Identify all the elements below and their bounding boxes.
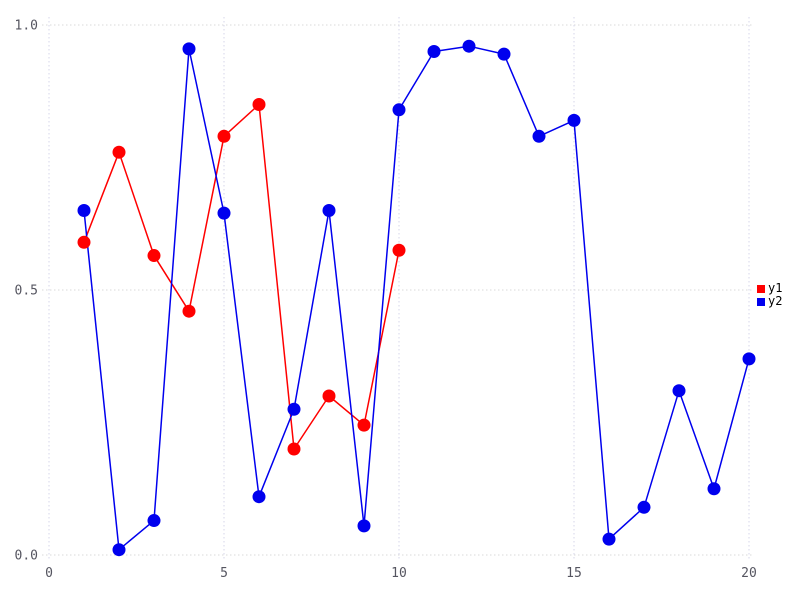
- y2-point-3: [147, 514, 161, 528]
- y1-point-5: [217, 129, 231, 143]
- y2-point-16: [602, 532, 616, 546]
- y1-point-1: [77, 235, 91, 249]
- series-line-y2: [83, 45, 750, 551]
- y2-point-10: [392, 103, 406, 117]
- y2-point-2: [112, 543, 126, 557]
- x-tick-label-0: 0: [45, 566, 53, 581]
- y1-point-2: [112, 145, 126, 159]
- y-tick-label-2: 1.0: [15, 19, 38, 34]
- x-tick-label-1: 5: [220, 566, 228, 581]
- series-line-y1: [83, 103, 400, 450]
- y2-point-7: [287, 402, 301, 416]
- y2-point-14: [532, 129, 546, 143]
- y2-point-1: [77, 204, 91, 217]
- legend-item-y2: y2: [757, 295, 782, 308]
- y2-point-8: [322, 204, 336, 217]
- legend: y1 y2: [757, 282, 782, 308]
- y1-point-6: [252, 98, 266, 111]
- y2-point-11: [427, 45, 441, 58]
- legend-swatch-y1-icon: [757, 284, 765, 293]
- y-tick-label-0: 0.0: [15, 549, 38, 564]
- y2-point-17: [637, 500, 651, 514]
- legend-swatch-y2-icon: [757, 297, 765, 306]
- y2-point-19: [707, 482, 721, 496]
- y2-point-13: [497, 47, 511, 61]
- y2-point-18: [672, 384, 686, 398]
- y2-point-15: [567, 113, 581, 127]
- y2-point-5: [217, 206, 231, 220]
- legend-label-y1: y1: [768, 281, 783, 295]
- y1-point-4: [182, 304, 196, 318]
- y2-point-6: [252, 490, 266, 504]
- y1-point-3: [147, 249, 161, 263]
- y1-point-10: [392, 243, 406, 257]
- y2-point-20: [742, 352, 756, 366]
- x-tick-label-3: 15: [566, 566, 582, 581]
- legend-item-y1: y1: [757, 282, 782, 295]
- y1-point-9: [357, 418, 371, 432]
- legend-label-y2: y2: [768, 294, 783, 308]
- x-tick-label-2: 10: [391, 566, 407, 581]
- y1-point-8: [322, 389, 336, 403]
- y2-point-4: [182, 42, 196, 56]
- y-tick-label-1: 0.5: [15, 284, 38, 299]
- y2-point-12: [462, 39, 476, 53]
- y1-point-7: [287, 442, 301, 456]
- y2-point-9: [357, 519, 371, 533]
- x-tick-label-4: 20: [741, 566, 757, 581]
